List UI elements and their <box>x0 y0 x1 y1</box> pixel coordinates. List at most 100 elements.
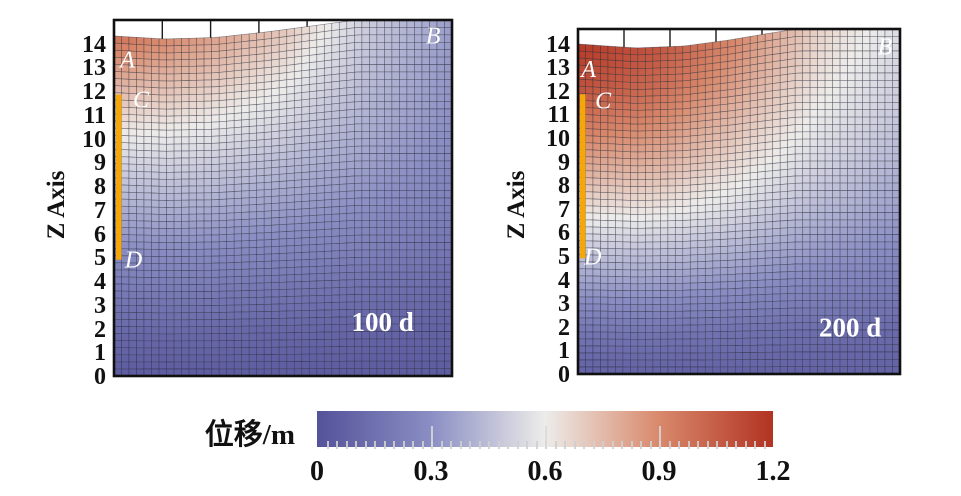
colorbar-minor-tick <box>469 441 471 449</box>
z-tick-label: 4 <box>558 267 570 294</box>
z-tick-label: 3 <box>558 291 570 318</box>
z-tick-label: 10 <box>82 126 106 153</box>
colorbar-minor-tick <box>421 441 424 449</box>
colorbar-tick-label: 0.9 <box>641 456 677 487</box>
colorbar-minor-tick <box>583 441 585 449</box>
colorbar-minor-tick <box>630 441 633 449</box>
z-tick-label: 7 <box>558 196 570 223</box>
z-tick-label: 1 <box>94 340 106 367</box>
colorbar-minor-tick <box>326 441 329 449</box>
colorbar-minor-tick <box>649 441 652 449</box>
colorbar-minor-tick <box>402 441 405 449</box>
point-label-A: A <box>118 47 135 73</box>
point-label-D: D <box>583 244 601 270</box>
z-tick-label: 2 <box>94 316 106 343</box>
z-tick-label: 14 <box>546 31 570 58</box>
z-tick-label: 13 <box>82 55 106 82</box>
point-label-B: B <box>878 34 893 60</box>
colorbar-minor-tick <box>488 441 490 449</box>
point-label-D: D <box>124 248 142 274</box>
colorbar-minor-tick <box>735 441 737 449</box>
z-tick-label: 14 <box>82 31 106 58</box>
z-tick-label: 0 <box>94 364 106 390</box>
colorbar-minor-tick <box>678 441 680 449</box>
colorbar-minor-tick <box>668 441 671 449</box>
mesh-plot-svg: A B C D 200 d <box>576 27 902 376</box>
colorbar-minor-tick <box>459 441 462 449</box>
colorbar-minor-tick <box>564 441 566 449</box>
z-tick-label: 9 <box>94 150 106 177</box>
colorbar-minor-tick <box>516 441 519 449</box>
colorbar-minor-tick <box>697 441 699 449</box>
colorbar-tick-label: 0.6 <box>527 456 563 487</box>
colorbar-tick-label: 1.2 <box>755 456 791 487</box>
well-bar <box>580 94 586 259</box>
well-bar <box>116 94 122 260</box>
z-tick-label: 4 <box>94 269 106 295</box>
colorbar-minor-tick <box>621 441 623 449</box>
z-tick-label: 6 <box>558 220 570 247</box>
z-tick-label: 9 <box>558 149 570 176</box>
colorbar-minor-tick <box>725 441 728 449</box>
point-label-C: C <box>133 88 150 114</box>
colorbar-minor-tick <box>497 441 500 449</box>
z-tick-label: 5 <box>94 245 106 272</box>
z-tick-label: 12 <box>82 79 106 105</box>
colorbar-title: 位移/m <box>204 419 295 451</box>
colorbar-minor-tick <box>535 441 538 449</box>
colorbar-minor-tick <box>450 441 452 449</box>
colorbar-minor-tick <box>640 441 642 449</box>
colorbar-major-tick <box>659 426 661 447</box>
displacement-colorbar <box>317 411 773 449</box>
colorbar-minor-tick <box>716 441 718 449</box>
mesh-plot-svg: A B C D 100 d <box>112 18 454 378</box>
mesh-plot-100d: A B C D 100 d <box>112 18 454 383</box>
colorbar-minor-tick <box>706 441 709 449</box>
z-tick-label: 6 <box>94 221 106 248</box>
colorbar-minor-tick <box>345 441 348 449</box>
colorbar-minor-tick <box>507 441 509 449</box>
colorbar-minor-tick <box>355 441 357 449</box>
z-tick-label: 10 <box>546 126 570 152</box>
colorbar-major-tick <box>545 426 547 447</box>
colorbar-minor-tick <box>383 441 386 449</box>
colorbar-minor-tick <box>412 441 414 449</box>
point-label-C: C <box>595 89 612 115</box>
time-label: 200 d <box>819 312 881 342</box>
colorbar-minor-tick <box>393 441 395 449</box>
colorbar-minor-tick <box>440 441 443 449</box>
z-tick-label: 7 <box>94 197 106 224</box>
plot-border <box>576 27 902 376</box>
point-label-B: B <box>426 24 441 50</box>
z-tick-label: 12 <box>546 78 570 105</box>
colorbar-minor-tick <box>592 441 595 449</box>
colorbar-minor-tick <box>611 441 614 449</box>
z-tick-label: 8 <box>558 173 570 200</box>
colorbar-minor-tick <box>602 441 604 449</box>
time-label: 100 d <box>352 307 414 337</box>
mesh-cells <box>577 28 901 375</box>
colorbar-minor-tick <box>478 441 481 449</box>
colorbar-minor-tick <box>526 441 528 449</box>
colorbar-minor-tick <box>554 441 557 449</box>
z-tick-label: 2 <box>558 314 570 341</box>
z-tick-label: 3 <box>94 292 106 319</box>
colorbar-minor-tick <box>573 441 576 449</box>
mesh-cells <box>113 19 453 377</box>
mesh-plot-200d: A B C D 200 d <box>576 27 902 381</box>
colorbar-minor-tick <box>364 441 367 449</box>
z-tick-label: 1 <box>558 338 570 365</box>
colorbar-minor-tick <box>754 441 756 449</box>
z-tick-label: 8 <box>94 174 106 200</box>
colorbar-minor-tick <box>374 441 376 449</box>
colorbar-tick-label: 0.3 <box>413 456 449 487</box>
plot-border <box>112 18 454 378</box>
z-tick-label: 0 <box>558 362 570 388</box>
point-label-A: A <box>579 57 596 83</box>
z-tick-label: 13 <box>546 55 570 82</box>
z-tick-label: 11 <box>83 102 106 129</box>
z-tick-label: 11 <box>547 102 570 129</box>
colorbar-minor-tick <box>763 441 766 449</box>
colorbar-major-tick <box>431 426 433 447</box>
